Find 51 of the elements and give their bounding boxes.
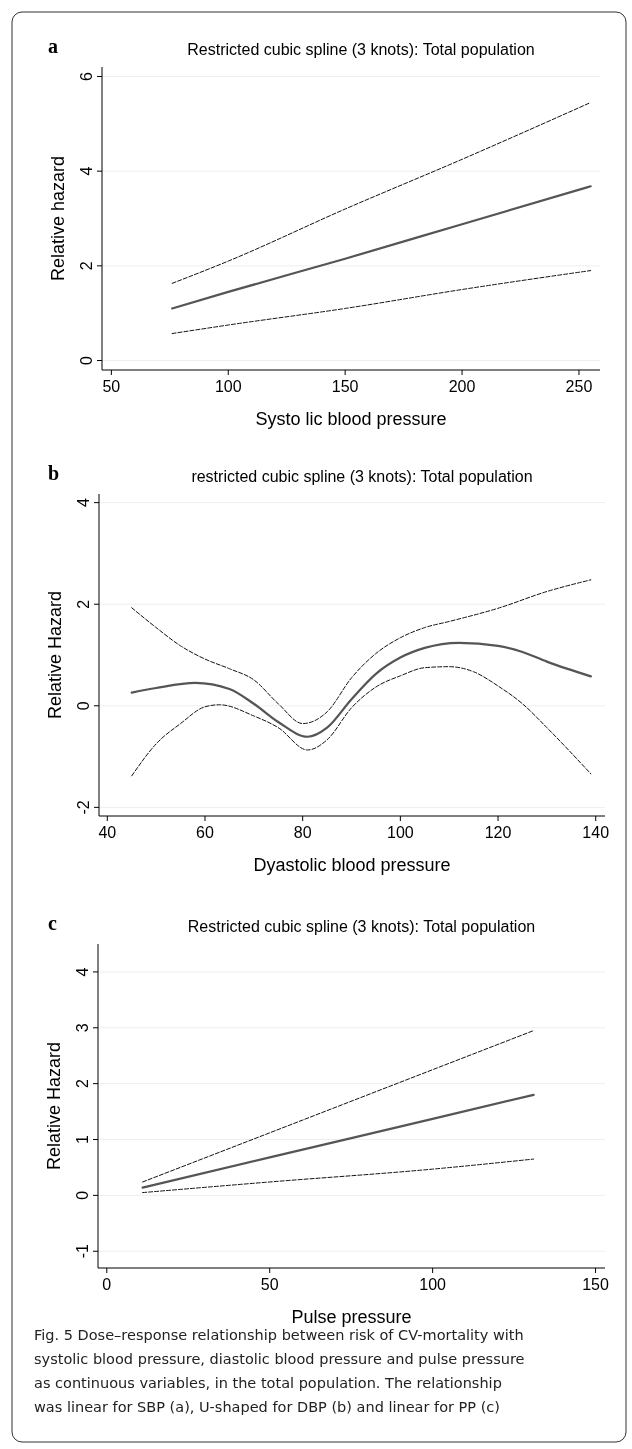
- x-tick-label: 250: [565, 378, 593, 395]
- text: c: [48, 912, 57, 934]
- x-axis-title: Dyastolic blood pressure: [253, 855, 451, 875]
- y-tick-label: 2: [75, 599, 92, 609]
- text: b: [48, 462, 60, 484]
- chart-title: Restricted cubic spline (3 knots): Total population: [187, 41, 535, 58]
- x-tick-label: 0: [102, 1276, 112, 1293]
- x-tick-label: 200: [448, 378, 476, 395]
- y-tick-label: 1: [74, 1134, 91, 1144]
- y-tick-label: 3: [74, 1023, 91, 1033]
- line-series: [131, 666, 592, 777]
- x-tick-label: 50: [102, 378, 121, 395]
- x-tick-label: 40: [98, 824, 117, 841]
- y-axis-title: Relative hazard: [48, 155, 68, 282]
- x-tick-label: 60: [196, 824, 214, 841]
- line-series: [142, 1158, 535, 1194]
- x-tick-label: 50: [260, 1276, 279, 1293]
- y-tick-label: 2: [78, 261, 95, 271]
- x-tick-label: 100: [419, 1276, 447, 1293]
- y-tick-label: 0: [78, 355, 95, 365]
- caption: Fig. 5 Dose–response relationship between risk of CV-mortality with systolic blood pressure, diastolic blood pressure and pulse pressure as continuous variables, in the total population. The relationship was linear for SBP (a), U-shaped for DBP (b) and linear for PP (c): [34, 1327, 525, 1415]
- line-series: [171, 185, 592, 310]
- x-tick-label: 150: [582, 1276, 609, 1293]
- line-series: [171, 270, 592, 335]
- text: a: [48, 35, 58, 57]
- line-series: [131, 579, 592, 725]
- y-axis-title: Relative Hazard: [45, 590, 65, 720]
- x-tick-label: 100: [214, 378, 242, 395]
- y-tick-label: 4: [74, 967, 91, 977]
- y-tick-label: 4: [75, 498, 92, 508]
- line-series: [142, 1030, 535, 1183]
- x-tick-label: 140: [582, 824, 610, 841]
- line-series: [141, 1093, 535, 1189]
- line-series: [171, 102, 592, 284]
- y-tick-label: -2: [75, 800, 92, 815]
- y-tick-label: 6: [78, 71, 95, 81]
- x-tick-label: 80: [293, 824, 312, 841]
- chart-title: restricted cubic spline (3 knots): Total population: [191, 468, 533, 485]
- line-series: [130, 641, 592, 738]
- x-tick-label: 100: [387, 824, 414, 841]
- y-axis-title: Relative Hazard: [44, 1041, 64, 1171]
- chart-title: Restricted cubic spline (3 knots): Total population: [187, 918, 536, 935]
- x-axis-title: Systo lic blood pressure: [255, 409, 447, 429]
- y-tick-label: 2: [74, 1079, 91, 1089]
- x-axis-title: Pulse pressure: [291, 1307, 412, 1327]
- x-tick-label: 120: [484, 824, 512, 841]
- x-tick-label: 150: [331, 378, 359, 395]
- y-tick-label: 0: [74, 1190, 91, 1200]
- y-tick-label: 4: [78, 166, 95, 176]
- y-tick-label: -1: [74, 1244, 91, 1259]
- y-tick-label: 0: [75, 701, 92, 711]
